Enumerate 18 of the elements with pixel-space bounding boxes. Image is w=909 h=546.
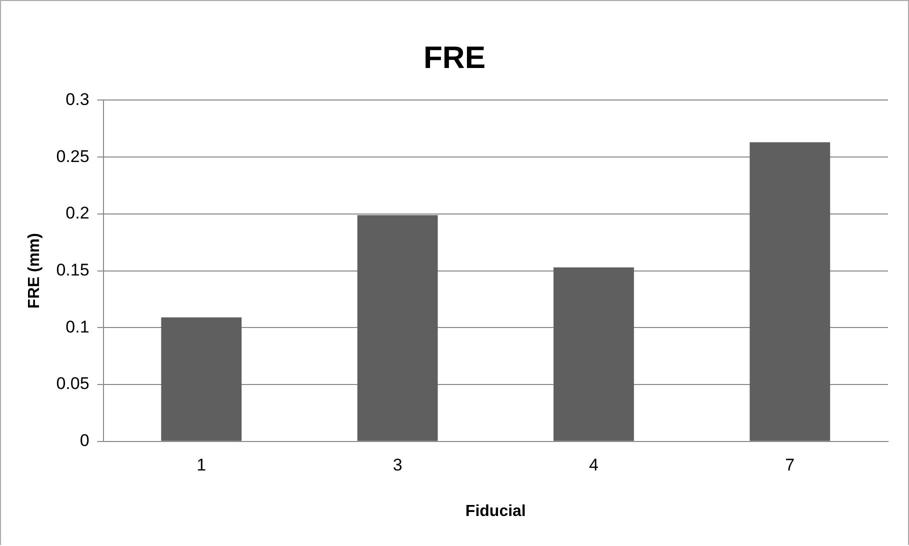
y-tick-label: 0.3 xyxy=(66,90,90,109)
y-tick-label: 0.15 xyxy=(56,260,90,280)
x-tick-label: 1 xyxy=(196,455,206,474)
x-tick-label: 3 xyxy=(392,455,402,474)
x-axis-title: Fiducial xyxy=(465,502,526,520)
y-tick-label: 0 xyxy=(80,431,90,450)
y-tick-label: 0.1 xyxy=(66,317,90,336)
chart-title: FRE xyxy=(424,40,486,76)
x-tick-label: 7 xyxy=(785,455,795,474)
y-axis-title: FRE (mm) xyxy=(26,233,44,309)
bar xyxy=(161,317,242,441)
x-tick-label: 4 xyxy=(589,455,598,474)
y-tick-label: 0.2 xyxy=(66,204,90,223)
y-tick-label: 0.05 xyxy=(56,374,90,394)
bar xyxy=(357,215,438,441)
y-tick-label: 0.25 xyxy=(56,146,90,166)
bar xyxy=(750,142,830,441)
bar xyxy=(554,267,634,441)
